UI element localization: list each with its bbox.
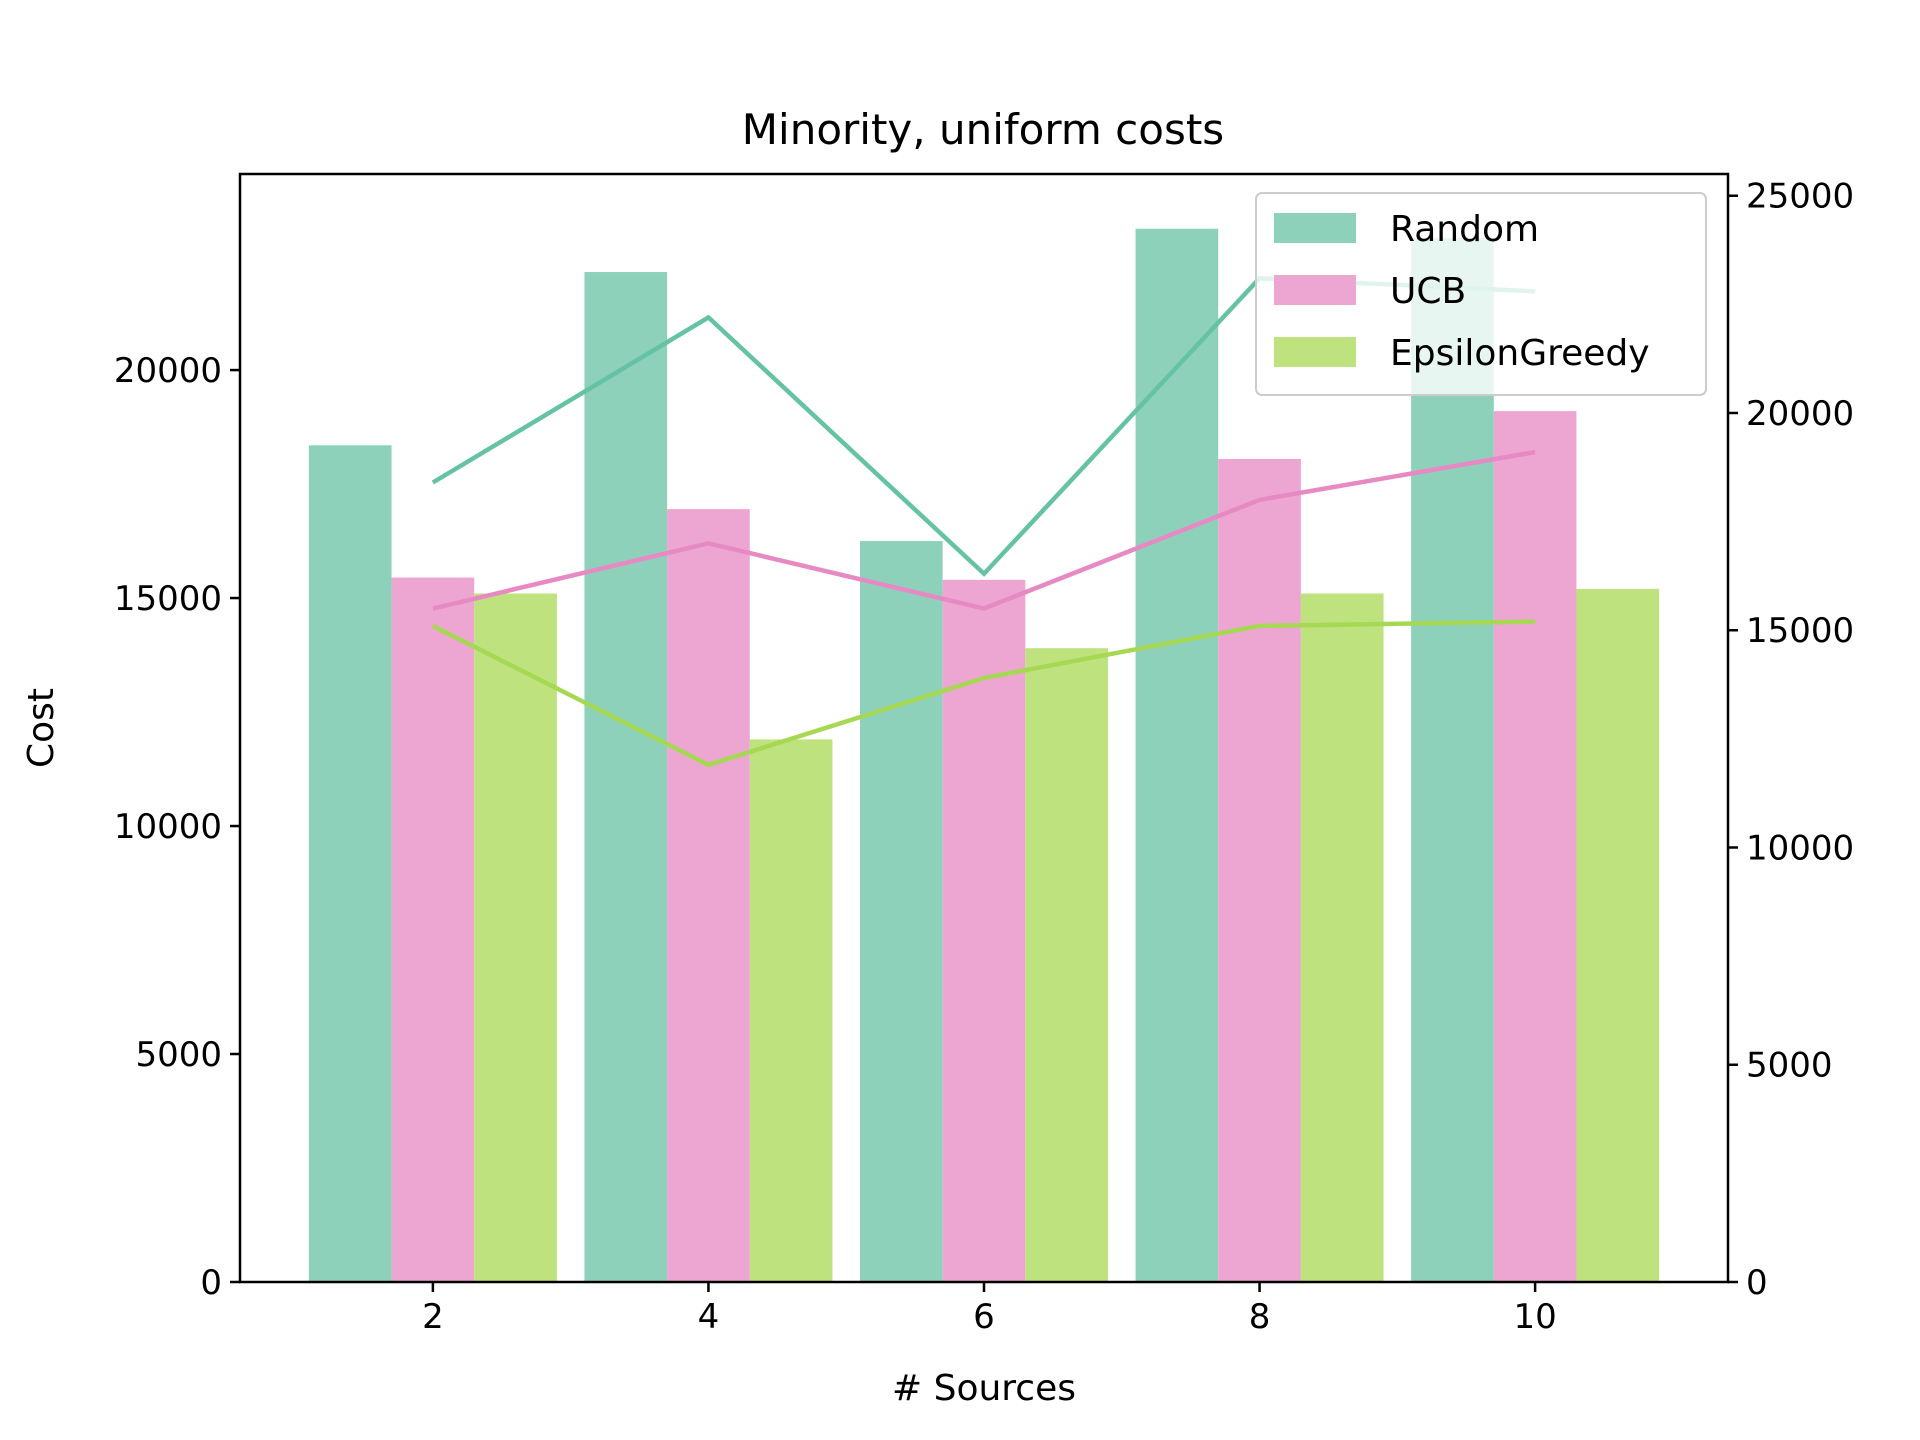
line-series-3 [431,619,1536,768]
bar-epsilongreedy-2 [474,593,557,1282]
bar-epsilongreedy-6 [1025,648,1108,1282]
x-tick-label-8: 8 [1249,1297,1271,1337]
x-tick-label-10: 10 [1513,1297,1556,1337]
y2-tick-label-5000: 5000 [1746,1046,1833,1086]
bar-epsilongreedy-8 [1300,593,1384,1282]
legend-label-ucb: UCB [1390,271,1466,312]
legend-swatch-ucb [1274,275,1356,305]
bar-random-2 [308,445,392,1282]
y2-tick-label-20000: 20000 [1746,394,1854,434]
y-tick-label-20000: 20000 [114,351,222,391]
x-tick-label-6: 6 [973,1297,995,1337]
y-axis-right: 0 5000 10000 15000 20000 25000 [1728,177,1854,1303]
y-tick-label-10000: 10000 [114,807,222,847]
bar-ucb-10 [1493,411,1577,1282]
bar-random-6 [860,541,943,1282]
y2-tick-label-15000: 15000 [1746,611,1854,651]
legend-swatch-random [1274,213,1356,243]
y2-tick-label-25000: 25000 [1746,177,1854,217]
bar-epsilongreedy-10 [1576,588,1660,1282]
chart-title: Minority, uniform costs [742,105,1224,154]
bar-ucb-8 [1218,458,1301,1282]
bar-ucb-2 [391,577,475,1282]
bar-random-4 [584,272,668,1282]
bar-ucb-4 [667,509,750,1282]
x-axis: 2 4 6 8 10 [422,1282,1557,1337]
y-tick-label-15000: 15000 [114,579,222,619]
x-tick-label-4: 4 [698,1297,720,1337]
x-axis-label: # Sources [892,1368,1076,1409]
y2-tick-label-10000: 10000 [1746,828,1854,868]
bar-random-10 [1411,237,1494,1282]
bars [308,228,1660,1282]
y2-tick-label-0: 0 [1746,1263,1768,1303]
line-series-2 [432,449,1536,611]
legend-label-epsilongreedy: EpsilonGreedy [1390,333,1650,374]
y-tick-label-0: 0 [200,1263,222,1303]
y-tick-label-5000: 5000 [135,1035,222,1075]
y-axis-label: Cost [21,688,62,768]
x-tick-label-2: 2 [422,1297,444,1337]
bar-epsilongreedy-4 [749,739,833,1282]
bar-random-8 [1135,228,1219,1282]
legend-swatch-epsilongreedy [1274,337,1356,367]
bar-ucb-6 [942,579,1026,1282]
legend-label-random: Random [1390,209,1539,250]
legend-box [1255,192,1707,396]
y-axis-left: 0 5000 10000 15000 20000 [114,351,240,1303]
legend: Random UCB EpsilonGreedy [1255,192,1707,396]
